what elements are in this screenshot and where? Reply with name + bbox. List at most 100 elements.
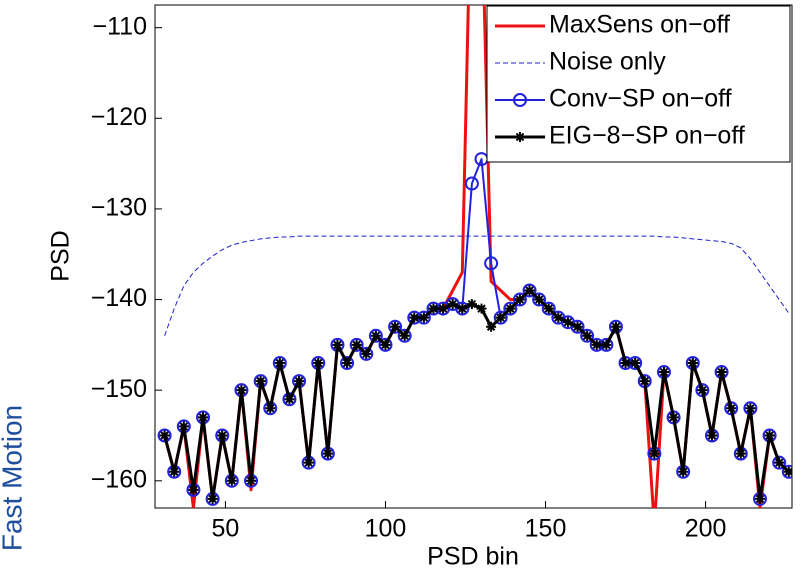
asterisk-marker [649,448,660,459]
asterisk-marker [620,357,631,368]
asterisk-marker [745,403,756,414]
asterisk-marker [543,303,554,314]
x-tick-label: 200 [685,515,727,543]
circle-marker [580,328,595,343]
y-tick-label: −140 [91,284,147,312]
asterisk-marker [514,294,525,305]
asterisk-marker [754,493,765,504]
asterisk-marker [159,430,170,441]
asterisk-marker [447,299,458,310]
axes: 50 100 150 200 −160 −150 −140 −130 −120 −110 [91,12,727,542]
series-line [163,288,790,501]
series-line [164,235,790,336]
x-axis-label: PSD bin [427,543,519,571]
asterisk-marker [265,403,276,414]
y-tick-label: −150 [91,375,147,403]
asterisk-marker [294,376,305,387]
asterisk-marker [332,339,343,350]
asterisk-marker [303,457,314,468]
asterisk-marker [553,312,564,323]
asterisk-marker [409,312,420,323]
asterisk-marker [342,357,353,368]
x-tick-label: 50 [212,515,240,543]
circle-marker [455,301,470,316]
asterisk-marker [486,321,497,332]
x-tick-label: 100 [365,515,407,543]
asterisk-marker [668,412,679,423]
circle-marker [388,319,403,334]
circle-marker [282,392,297,407]
side-annotation: Fast Motion [0,405,27,551]
asterisk-marker [697,385,708,396]
circle-marker [781,464,792,479]
asterisk-marker [783,466,792,477]
asterisk-marker [515,132,525,142]
asterisk-marker [428,303,439,314]
circle-marker [378,337,393,352]
circle-marker [503,301,518,316]
asterisk-marker [178,421,189,432]
circle-marker [570,319,585,334]
asterisk-marker [706,430,717,441]
asterisk-marker [188,484,199,495]
asterisk-marker [572,321,583,332]
asterisk-marker [716,367,727,378]
circle-marker [772,455,787,470]
circle-marker [349,337,364,352]
asterisk-marker [380,339,391,350]
asterisk-marker [562,317,573,328]
asterisk-marker [630,357,641,368]
legend-label: Conv−SP on−off [549,85,732,113]
asterisk-marker [601,339,612,350]
circle-marker [157,428,172,443]
asterisk-marker [207,493,218,504]
asterisk-marker [534,294,545,305]
y-tick-label: −160 [91,465,147,493]
circle-marker [368,328,383,343]
legend-label: Noise only [549,48,666,76]
circle-marker [340,355,355,370]
circle-marker [522,283,537,298]
asterisk-marker [313,357,324,368]
plot-content [157,5,792,508]
circle-marker [541,301,556,316]
asterisk-marker [764,430,775,441]
asterisk-marker [466,299,477,310]
circle-marker [484,256,499,271]
asterisk-marker [639,376,650,387]
asterisk-marker [457,303,468,314]
asterisk-marker [169,466,180,477]
asterisk-marker [726,403,737,414]
asterisk-marker [361,348,372,359]
asterisk-marker [476,303,487,314]
asterisk-marker [591,339,602,350]
asterisk-marker [524,285,535,296]
asterisk-marker [198,412,209,423]
asterisk-marker [255,376,266,387]
legend-label: MaxSens on−off [549,11,730,39]
y-tick-label: −120 [91,103,147,131]
asterisk-marker [774,457,785,468]
circle-marker [493,310,508,325]
y-tick-label: −130 [91,194,147,222]
circle-marker [513,93,527,107]
legend-label: EIG−8−SP on−off [549,122,745,150]
circle-marker [359,346,374,361]
circle-marker [608,319,623,334]
asterisk-marker [495,312,506,323]
asterisk-marker [217,430,228,441]
asterisk-marker [390,321,401,332]
asterisk-marker [246,475,257,486]
asterisk-marker [370,330,381,341]
asterisk-marker [351,339,362,350]
asterisk-marker [735,448,746,459]
circle-marker [512,292,527,307]
asterisk-marker [399,330,410,341]
asterisk-marker [610,321,621,332]
y-axis-label: PSD [47,230,75,281]
asterisk-marker [505,303,516,314]
asterisk-marker [418,312,429,323]
circle-marker [397,328,412,343]
circle-marker [464,176,479,191]
